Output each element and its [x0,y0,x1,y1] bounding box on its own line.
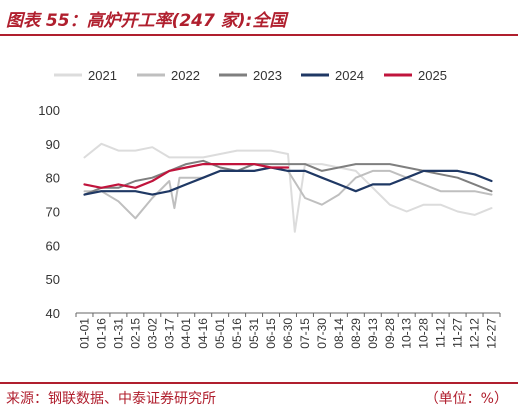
x-tick-label: 01-16 [94,318,108,349]
footer-divider [0,382,518,384]
x-tick-label: 04-01 [179,318,193,349]
title-divider [0,34,518,36]
x-tick-label: 01-31 [111,318,125,349]
y-tick-label: 60 [46,238,60,253]
x-tick-label: 09-13 [366,318,380,349]
x-tick-label: 03-02 [145,318,159,349]
series-line-2025 [83,162,290,189]
x-tick-label: 05-01 [213,318,227,349]
y-tick-label: 90 [46,137,60,152]
x-tick-label: 08-29 [349,318,363,349]
x-tick-label: 08-14 [332,318,346,349]
series-line-2024 [83,166,493,196]
x-tick-label: 07-30 [315,318,329,349]
x-tick-label: 10-13 [400,318,414,349]
y-tick-label: 100 [38,103,60,118]
x-tick-label: 11-12 [434,318,448,348]
legend-label-2023: 2023 [253,68,282,83]
page-title: 图表 55：高炉开工率(247 家):全国 [6,11,287,31]
y-axis: 40 50 60 70 80 90 100 [38,103,60,321]
series-line-2021 [83,142,493,233]
x-tick-label: 04-16 [196,318,210,349]
x-tick-label: 02-15 [128,318,142,349]
legend-label-2021: 2021 [88,68,117,83]
legend-label-2025: 2025 [418,68,447,83]
x-tick-label: 06-30 [281,318,295,349]
line-chart: 2021 2022 2023 2024 2025 40 50 60 70 80 90 100 01-… [38,68,501,349]
x-tick-label: 01-01 [77,318,91,349]
x-axis: 01-01 01-16 01-31 02-15 03-02 03-17 04-01 04-16… [75,312,501,349]
x-tick-label: 10-28 [417,318,431,349]
y-tick-label: 50 [46,272,60,287]
y-tick-label: 70 [46,205,60,220]
x-tick-label: 09-28 [383,318,397,349]
y-tick-label: 80 [46,171,60,186]
legend-label-2024: 2024 [335,68,364,83]
plot-area [83,142,493,233]
x-tick-label: 03-17 [162,318,176,349]
y-tick-label: 40 [46,306,60,321]
x-tick-label: 12-12 [468,318,482,349]
x-tick-label: 11-27 [451,318,465,348]
x-tick-label: 05-16 [230,318,244,349]
legend-label-2022: 2022 [171,68,200,83]
x-tick-label: 05-31 [247,318,261,349]
source-note: 来源：钢联数据、中泰证券研究所 [6,391,216,407]
unit-note: （单位：%） [424,391,508,407]
x-tick-label: 07-15 [298,318,312,349]
x-tick-label: 12-27 [485,318,499,349]
chart-legend: 2021 2022 2023 2024 2025 [54,68,447,83]
x-tick-label: 06-15 [264,318,278,349]
series-line-2023 [83,159,493,196]
